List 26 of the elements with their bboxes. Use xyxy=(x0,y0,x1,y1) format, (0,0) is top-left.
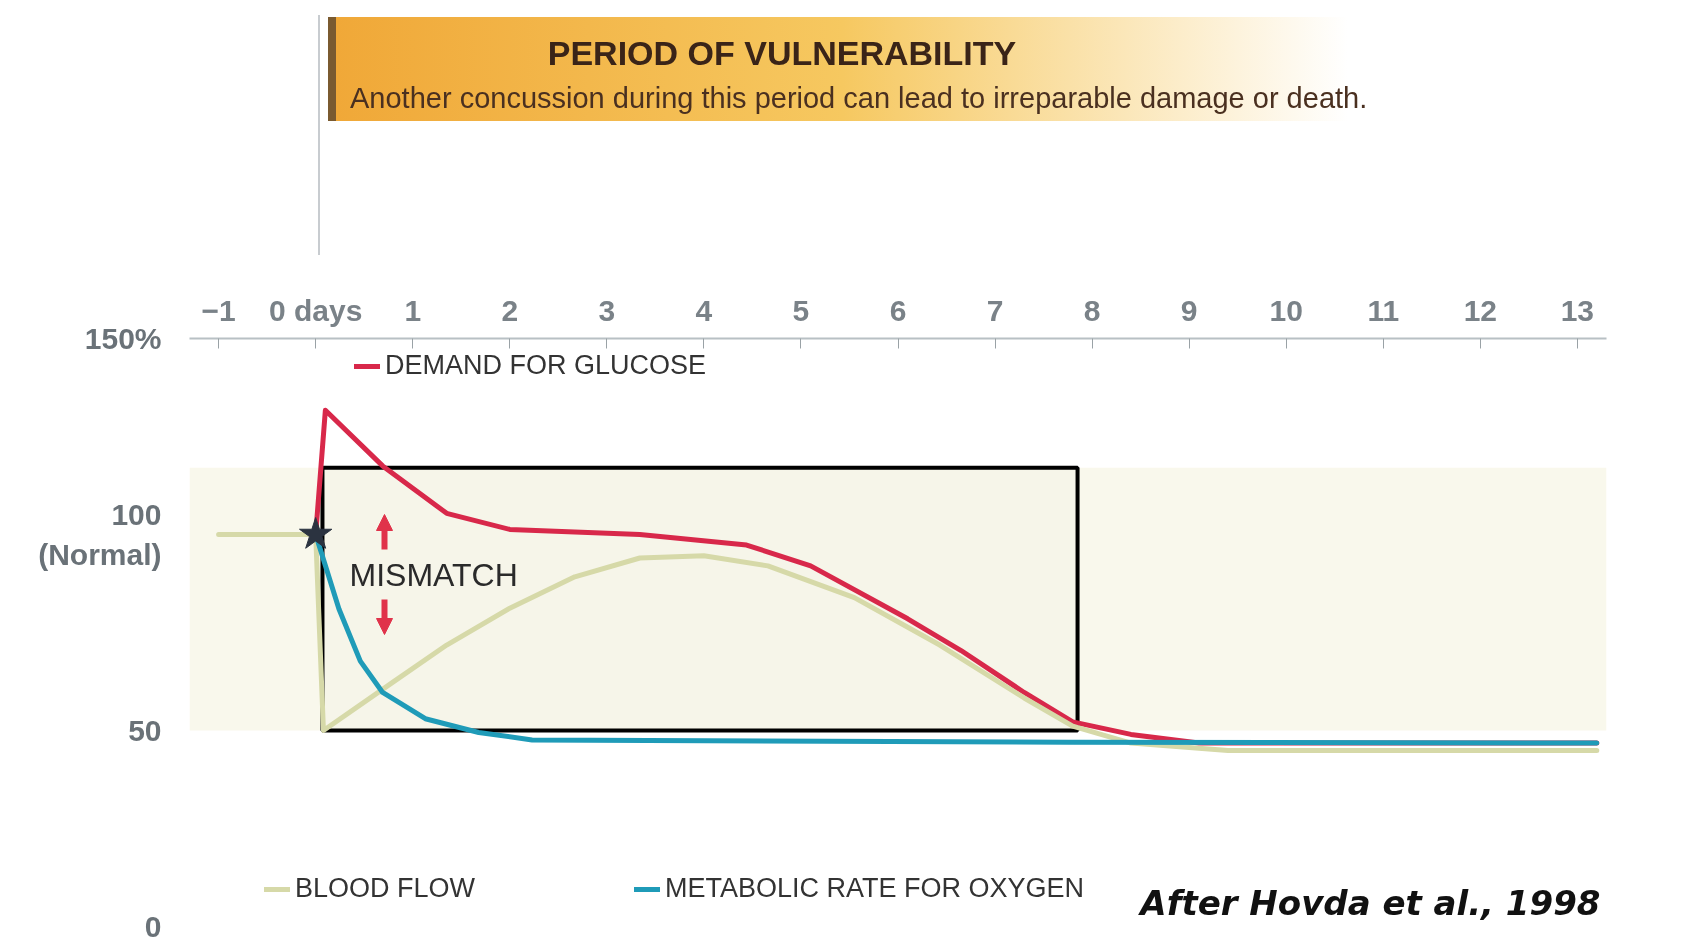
chart-title: PERIOD OF VULNERABILITY xyxy=(546,33,1018,74)
x-tick-label: 8 xyxy=(1083,293,1101,327)
x-tick-label: 7 xyxy=(986,293,1004,327)
legend-label: BLOOD FLOW xyxy=(295,873,476,904)
x-tick-label: 13 xyxy=(1560,293,1595,327)
x-tick-label: 0 days xyxy=(268,293,363,327)
x-tick-label: 2 xyxy=(501,293,519,327)
legend-label: METABOLIC RATE FOR OXYGEN xyxy=(665,873,1085,904)
x-tick-label: 6 xyxy=(889,293,907,327)
x-tick-label: 3 xyxy=(598,293,616,327)
x-tick-label: 4 xyxy=(695,293,713,327)
y-tick-label: 50 xyxy=(128,714,162,747)
x-tick-label: 10 xyxy=(1269,293,1303,327)
y-tick-label: 100 (Normal) xyxy=(38,498,162,571)
annotation: After Hovda et al., 1998 xyxy=(1137,882,1601,923)
annotation: MISMATCH xyxy=(349,556,518,593)
chart-subtitle: Another concussion during this period can lead to irreparable damage or death. xyxy=(349,80,1368,116)
x-tick-label: 5 xyxy=(792,293,810,327)
legend-label: DEMAND FOR GLUCOSE xyxy=(385,350,707,381)
x-tick-label: 1 xyxy=(404,293,422,327)
x-tick-label: −1 xyxy=(201,293,236,327)
x-tick-label: 11 xyxy=(1367,293,1400,327)
x-tick-label: 9 xyxy=(1180,293,1198,327)
y-tick-label: 0 xyxy=(144,910,162,943)
x-tick-label: 12 xyxy=(1463,293,1498,327)
y-tick-label: 150% xyxy=(84,322,162,355)
